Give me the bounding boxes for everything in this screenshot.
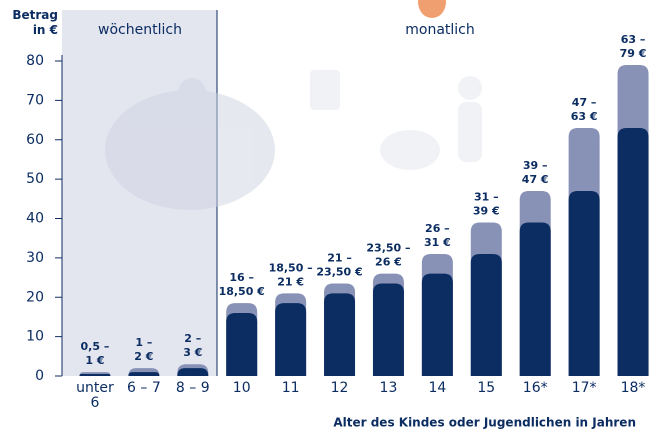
value-label: 26 € [375, 256, 402, 269]
bar [128, 372, 159, 376]
value-label: 31 – [474, 190, 499, 203]
x-tick-label: 8 – 9 [171, 381, 215, 396]
value-label: 63 – [621, 33, 646, 46]
value-label: 18,50 – [269, 261, 313, 274]
value-label: 2 € [134, 350, 153, 363]
chart-page: wöchentlich monatlich Alter des Kindes o… [0, 0, 671, 434]
value-label: 21 € [277, 275, 304, 288]
decoration [418, 0, 446, 18]
y-tick-label: 70 [26, 92, 44, 108]
x-tick-label: 15 [464, 381, 508, 396]
section-label: wöchentlich [98, 22, 182, 38]
value-label: 23,50 – [366, 242, 410, 255]
value-label: 0,5 – [81, 340, 110, 353]
y-tick-label: 10 [26, 329, 44, 345]
value-label: 31 € [424, 236, 451, 249]
bar [520, 222, 551, 376]
value-label: 16 – [229, 271, 254, 284]
y-axis-title: Betrag in € [2, 8, 58, 38]
value-label: 26 – [425, 222, 450, 235]
y-tick-label: 40 [26, 211, 44, 227]
bar [79, 374, 110, 376]
x-tick-label: 10 [220, 381, 264, 396]
x-tick-label: 14 [415, 381, 459, 396]
value-label: 1 € [85, 354, 104, 367]
y-tick-label: 80 [26, 53, 44, 69]
bar [177, 368, 208, 376]
x-tick-label: 13 [366, 381, 410, 396]
value-label: 47 € [522, 173, 549, 186]
value-label: 79 € [620, 47, 647, 60]
x-tick-label: 18* [611, 381, 655, 396]
chart: wöchentlich monatlich Alter des Kindes o… [0, 0, 671, 434]
bar [569, 191, 600, 376]
value-label: 2 – [184, 332, 201, 345]
x-tick-label: 17* [562, 381, 606, 396]
x-axis-title: Alter des Kindes oder Jugendlichen in Ja… [333, 416, 636, 430]
bar [618, 128, 649, 376]
y-tick-label: 0 [35, 368, 44, 384]
value-label: 3 € [183, 346, 202, 359]
x-tick-label: 12 [318, 381, 362, 396]
section-label: monatlich [405, 22, 475, 38]
x-tick-label: 6 – 7 [122, 381, 166, 396]
bar [226, 313, 257, 376]
value-label: 18,50 € [219, 285, 265, 298]
bar [373, 283, 404, 376]
value-label: 39 – [523, 159, 548, 172]
value-label: 47 – [572, 96, 597, 109]
bar [422, 274, 453, 376]
bar [324, 293, 355, 376]
x-tick-label: unter 6 [73, 381, 117, 411]
bar [471, 254, 502, 376]
y-tick-label: 60 [26, 132, 44, 148]
value-label: 39 € [473, 204, 500, 217]
bar [275, 303, 306, 376]
value-label: 23,50 € [316, 265, 362, 278]
y-tick-label: 20 [26, 289, 44, 305]
x-tick-label: 11 [269, 381, 313, 396]
value-label: 1 – [135, 336, 152, 349]
y-tick-label: 30 [26, 250, 44, 266]
x-tick-label: 16* [513, 381, 557, 396]
value-label: 63 € [571, 110, 598, 123]
y-tick-label: 50 [26, 171, 44, 187]
value-label: 21 – [327, 251, 352, 264]
